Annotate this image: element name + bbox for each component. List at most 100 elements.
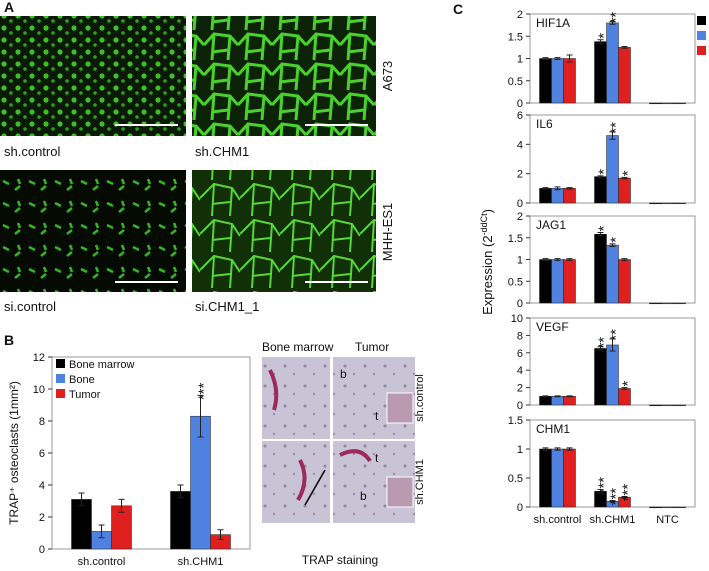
error-bar — [609, 338, 616, 352]
error-bar — [542, 187, 549, 190]
y-tick-label: 6 — [39, 448, 45, 460]
y-tick-label: 0 — [517, 298, 523, 310]
bar — [563, 448, 576, 508]
y-tick-label: 1.5 — [508, 31, 523, 43]
significance: ** — [596, 337, 613, 349]
bar — [606, 22, 619, 104]
bar — [618, 388, 631, 406]
error-bar — [621, 387, 628, 390]
y-tick-label: 1.5 — [508, 233, 523, 245]
caption: TRAP staining — [302, 553, 378, 567]
stain — [268, 369, 372, 502]
y-tick-label: 1 — [517, 255, 523, 267]
bar — [594, 176, 607, 204]
significance: *** — [620, 484, 637, 502]
error-bar — [597, 489, 604, 494]
axis-title: Expression (2-ddCt) — [479, 209, 495, 315]
error-bar — [597, 232, 604, 237]
bar — [673, 102, 686, 105]
bar — [606, 344, 619, 406]
y-tick-label: 6 — [517, 348, 523, 360]
y-tick-label: 0 — [517, 198, 523, 210]
histology — [262, 357, 330, 439]
error-bar — [554, 57, 561, 60]
micrograph — [0, 16, 186, 136]
x-tick-label: sh.CHM1 — [590, 514, 636, 526]
error-bar — [566, 54, 573, 63]
error-bar — [542, 447, 549, 451]
significance: * — [596, 169, 613, 175]
panel-label: B — [4, 332, 14, 348]
error-bar — [554, 258, 561, 261]
chart-title: JAG1 — [536, 218, 566, 232]
axis-title-part: -ddCt — [479, 213, 489, 236]
bar — [539, 188, 552, 204]
y-tick-label: 2 — [517, 383, 523, 395]
y-tick-label: 6 — [517, 110, 523, 122]
image-mark: b — [340, 367, 347, 381]
legend-swatch — [697, 31, 706, 40]
bar — [649, 102, 662, 105]
arrow — [304, 469, 326, 506]
y-tick-label: 0.5 — [508, 76, 523, 88]
significance: ** — [608, 122, 625, 134]
legend-swatch — [697, 46, 706, 55]
caption: si.control — [4, 299, 56, 314]
bar — [661, 202, 674, 205]
error-bar — [98, 524, 105, 539]
image-header: Tumor — [355, 340, 389, 354]
chart-title: IL6 — [536, 117, 553, 131]
axis-title: TRAP⁺ osteoclasts (1mm²) — [7, 381, 21, 525]
error-bar — [197, 394, 204, 438]
significance: *** — [196, 382, 213, 400]
row-label: sh.CHM1 — [414, 459, 426, 505]
error-bar — [597, 175, 604, 178]
bar — [661, 102, 674, 105]
bar — [539, 448, 552, 508]
bar — [539, 396, 552, 406]
legend-swatch — [56, 359, 65, 368]
bar — [606, 135, 619, 204]
error-bar — [609, 21, 616, 25]
y-tick-label: 0.5 — [508, 473, 523, 485]
legend-label: Bone — [69, 374, 95, 386]
bar — [673, 506, 686, 509]
significance: * — [596, 225, 613, 231]
error-bar — [566, 258, 573, 261]
error-bar — [566, 187, 573, 190]
bar — [551, 58, 564, 104]
bar — [618, 177, 631, 204]
error-bar — [609, 131, 616, 140]
error-bar — [217, 529, 224, 540]
bar — [649, 506, 662, 509]
y-tick-label: 0.5 — [508, 276, 523, 288]
histology — [262, 441, 330, 523]
bar — [563, 188, 576, 204]
bar — [563, 58, 576, 104]
image-mark: t — [375, 451, 379, 465]
y-tick-label: 2 — [517, 211, 523, 223]
bar — [170, 491, 191, 550]
legend-swatch — [697, 16, 706, 25]
x-tick-label: NTC — [656, 514, 679, 526]
error-bar — [609, 243, 616, 247]
bar — [594, 234, 607, 304]
y-tick-label: 0 — [517, 502, 523, 514]
y-tick-label: 8 — [517, 330, 523, 342]
y-tick-label: 0 — [517, 400, 523, 412]
legend-label: Bone marrow — [69, 359, 134, 371]
significance: ** — [608, 12, 625, 24]
bar — [673, 202, 686, 205]
bar — [551, 396, 564, 406]
image-mark: t — [375, 409, 379, 423]
y-tick-label: 10 — [33, 384, 45, 396]
error-bar — [78, 492, 85, 507]
bar — [594, 41, 607, 104]
error-bar — [542, 258, 549, 261]
panel-label: A — [4, 0, 14, 15]
caption: sh.CHM1 — [195, 144, 249, 159]
bar — [563, 396, 576, 406]
bar — [563, 259, 576, 304]
legend-label: Tumor — [69, 389, 101, 401]
